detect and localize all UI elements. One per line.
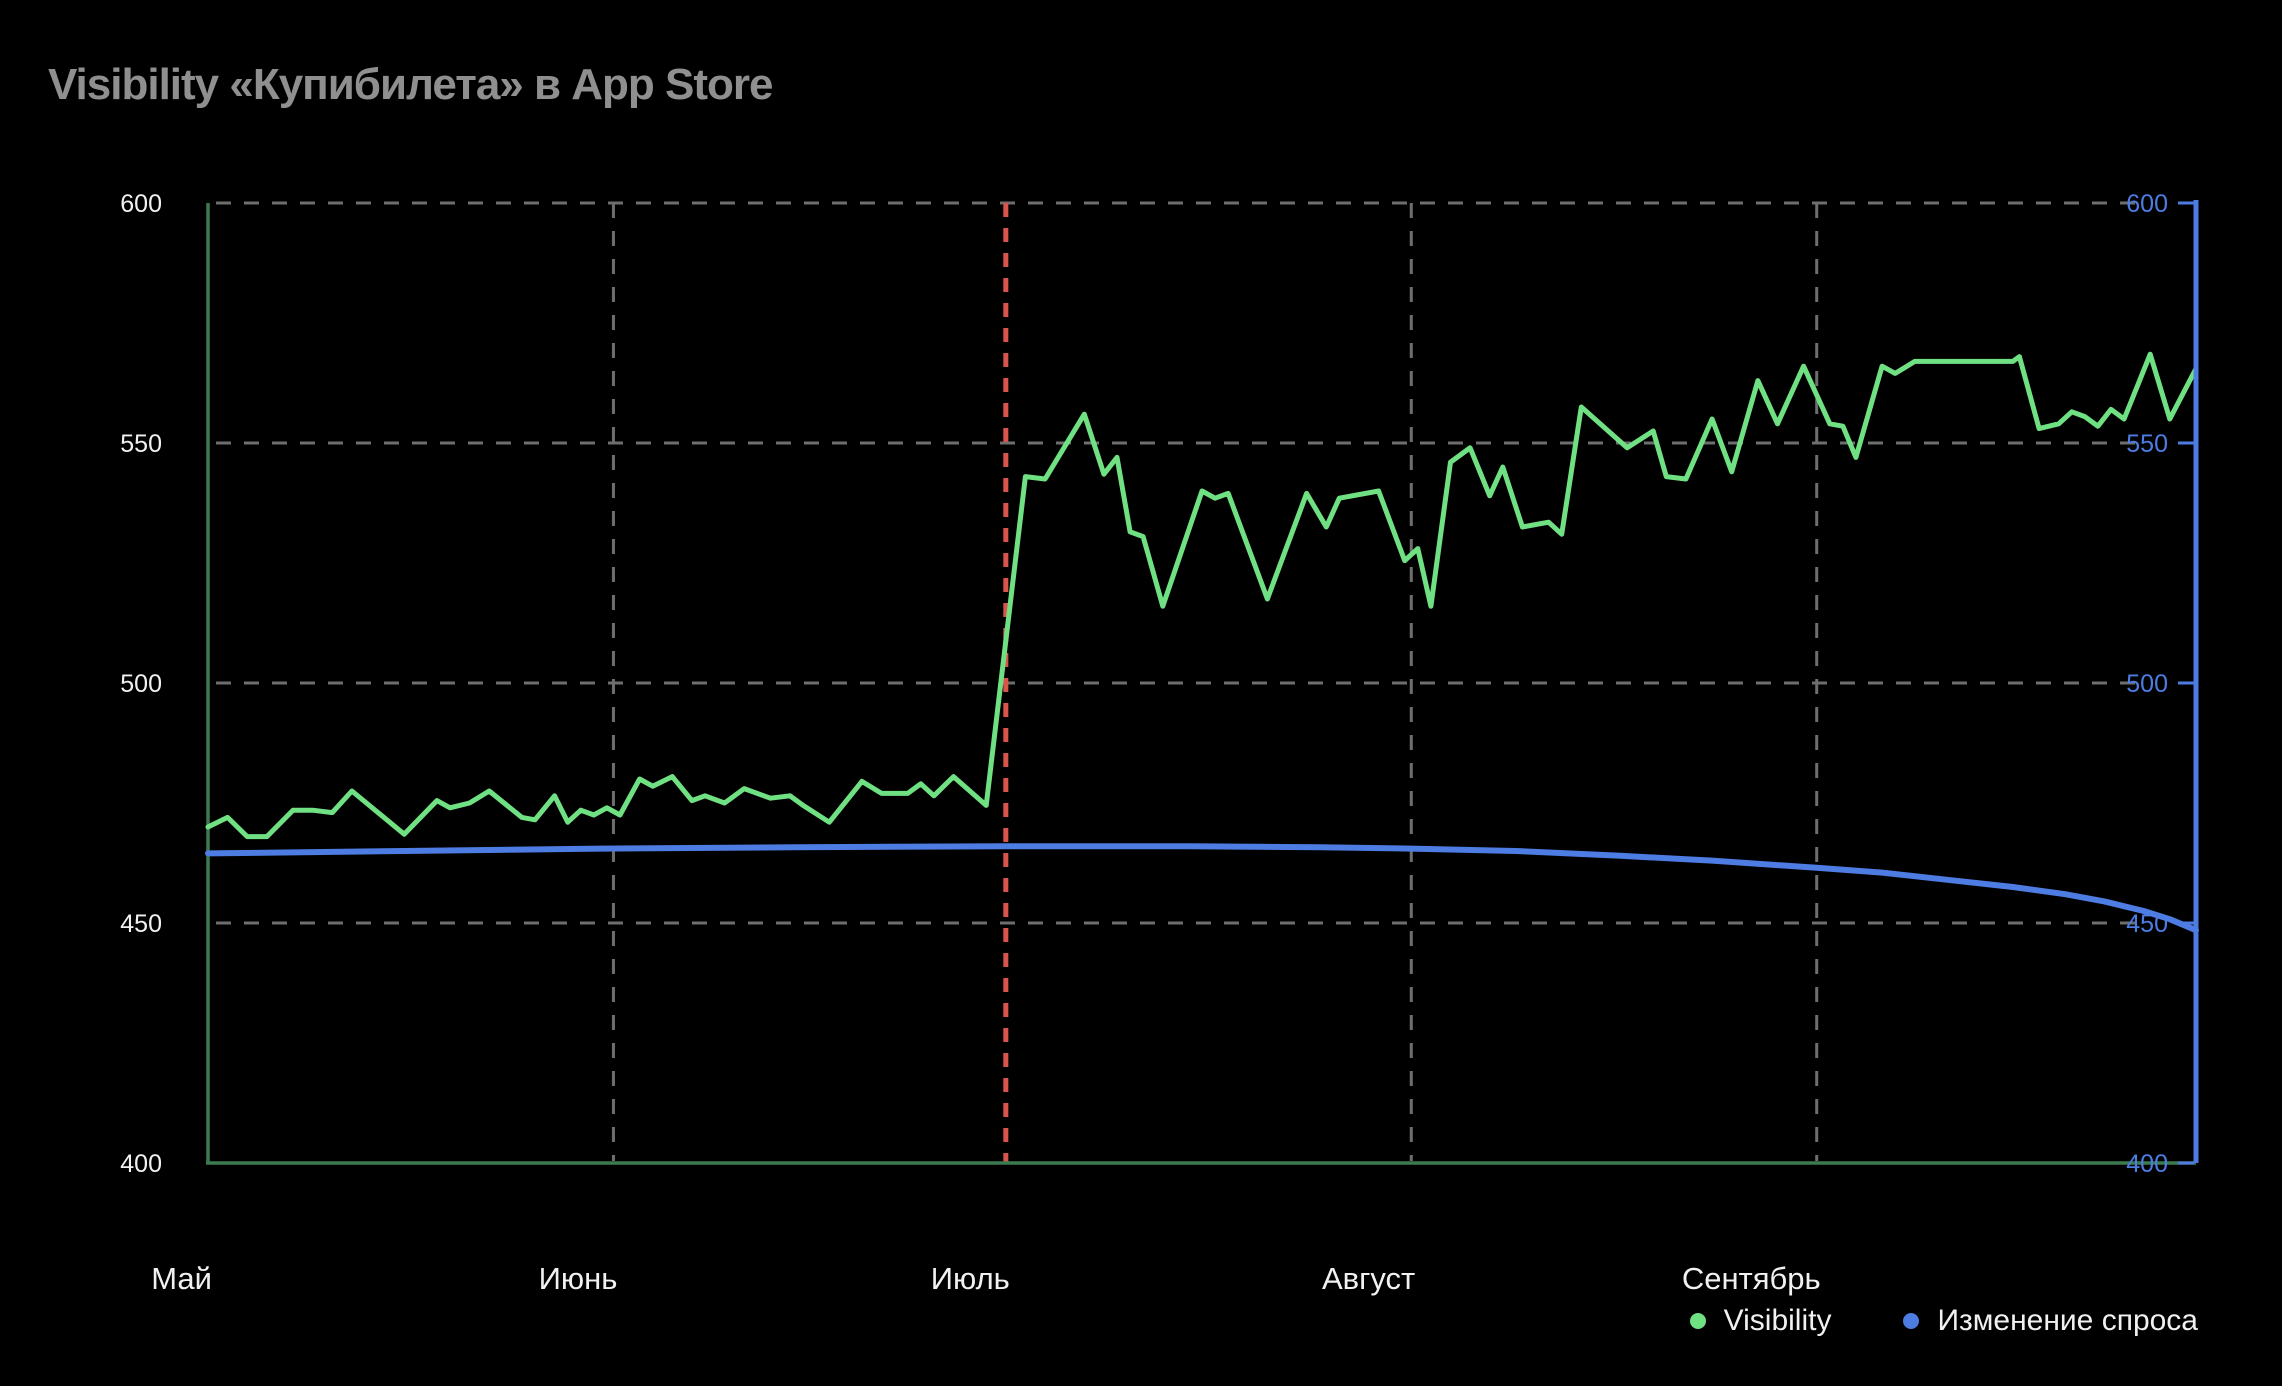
x-axis-label-Май: Май (151, 1261, 212, 1296)
legend-label-demand: Изменение спроса (1937, 1304, 2198, 1337)
y-axis-left-label-550: 550 (120, 430, 162, 458)
legend-label-visibility: Visibility (1723, 1304, 1832, 1337)
y-axis-right-label-600: 600 (2126, 190, 2168, 218)
y-axis-left-label-450: 450 (120, 910, 162, 938)
y-axis-right-label-550: 550 (2126, 430, 2168, 458)
page-title: Visibility «Купибилета» в App Store (48, 60, 773, 109)
x-axis-label-Сентябрь: Сентябрь (1682, 1261, 1821, 1296)
x-axis-label-Июль: Июль (931, 1261, 1010, 1296)
series-demand (205, 843, 2199, 934)
x-axis-label-Август: Август (1322, 1261, 1415, 1296)
x-axis-label-Июнь: Июнь (539, 1261, 618, 1296)
chart-legend: Visibility Изменение спроса (1689, 1300, 2198, 1342)
y-axis-left-label-400: 400 (120, 1150, 162, 1178)
y-axis-left-label-600: 600 (120, 190, 162, 218)
y-axis-left-label-500: 500 (120, 670, 162, 698)
y-axis-right-label-400: 400 (2126, 1150, 2168, 1178)
y-axis-right-label-450: 450 (2126, 910, 2168, 938)
y-axis-right-label-500: 500 (2126, 670, 2168, 698)
legend-dot-visibility-icon (1689, 1313, 1706, 1329)
series-visibility (205, 351, 2199, 840)
legend-item-demand: Изменение спроса (1903, 1304, 2198, 1338)
legend-item-visibility: Visibility (1689, 1304, 1832, 1338)
legend-dot-demand-icon (1903, 1313, 1920, 1329)
